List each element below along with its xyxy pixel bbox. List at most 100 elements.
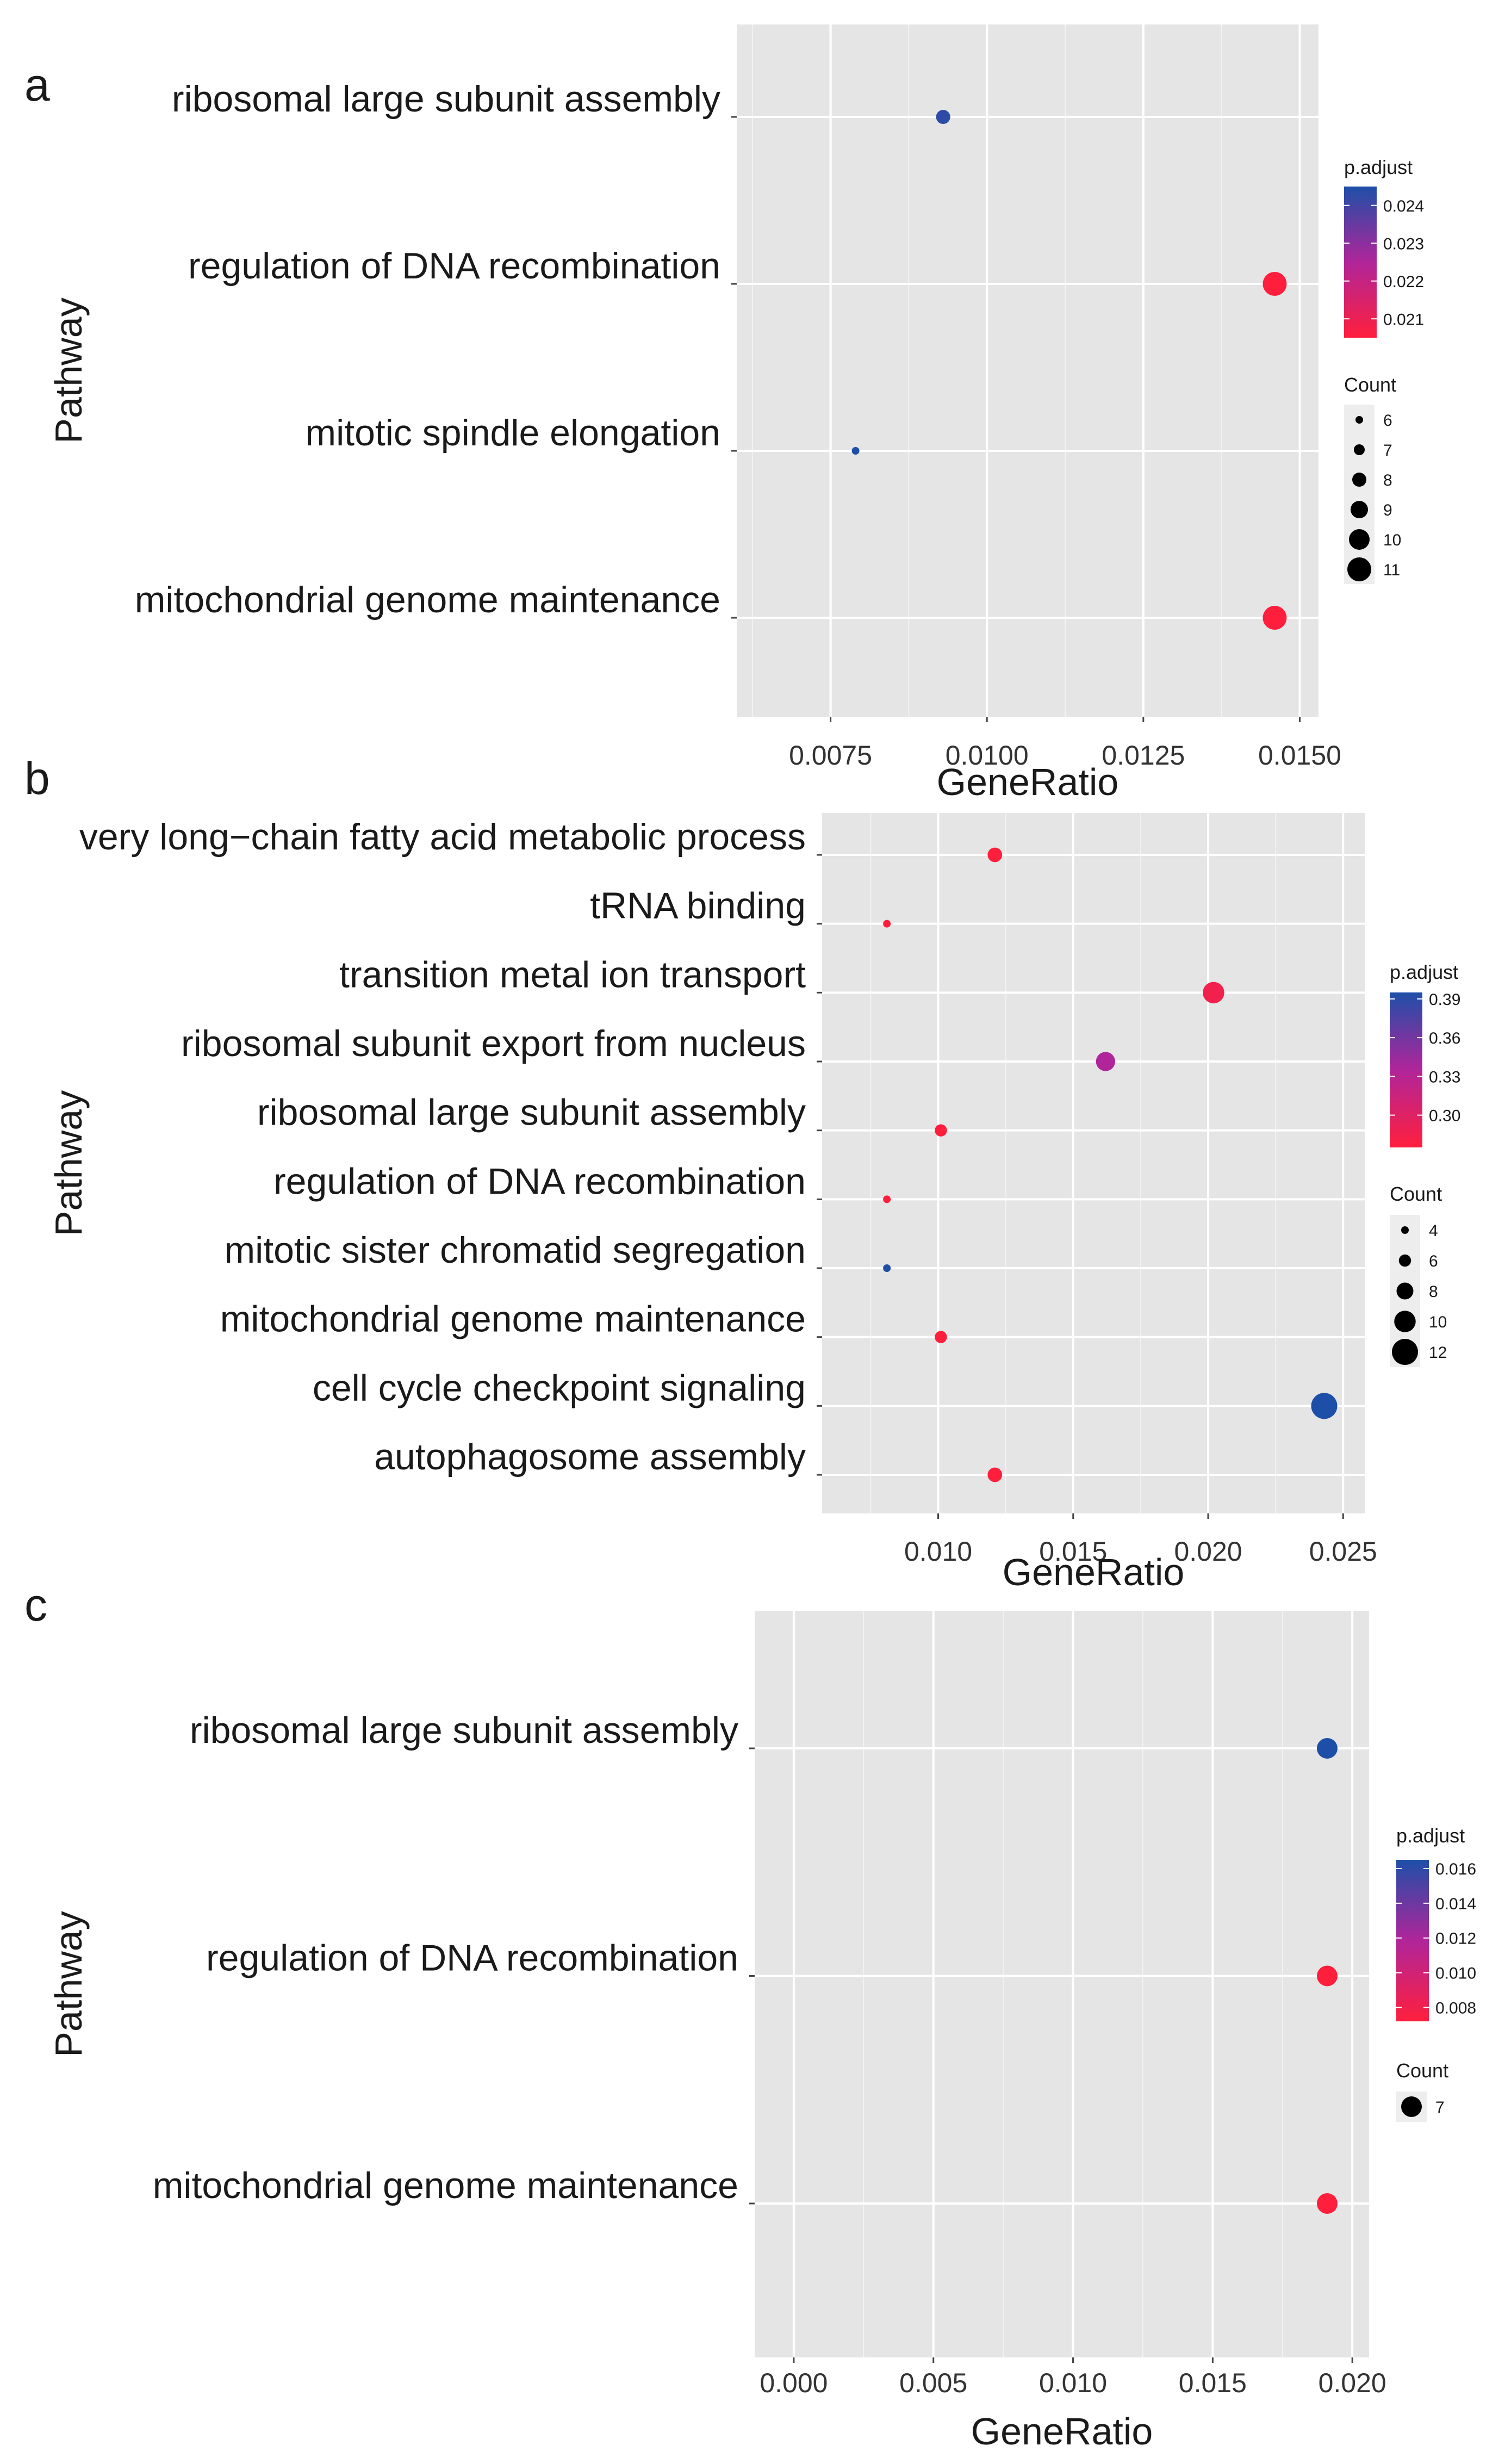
color-legend-label: 0.024 (1383, 197, 1424, 215)
size-legend-dot (1401, 2096, 1422, 2117)
plot-background (755, 1611, 1369, 2357)
panel-c: c 0.000 0.005 0.010 0.015 0.020 ribosomal larg… (24, 1579, 1476, 2453)
pathway-label: transition metal ion transport (339, 954, 806, 995)
x-tick-label: 0.010 (904, 1536, 972, 1567)
data-point (1316, 2193, 1338, 2214)
size-legend-label: 6 (1429, 1252, 1438, 1270)
pathway-label: regulation of DNA recombination (188, 245, 720, 287)
color-legend-label: 0.012 (1435, 1930, 1476, 1948)
data-point (1311, 1393, 1338, 1419)
color-legend-label: 0.008 (1435, 1999, 1476, 2017)
pathway-label: cell cycle checkpoint signaling (313, 1367, 806, 1408)
data-point (1263, 272, 1287, 296)
size-legend-label: 6 (1383, 412, 1392, 430)
color-legend-title: p.adjust (1390, 961, 1458, 983)
x-axis-title: GeneRatio (971, 2410, 1153, 2453)
x-tick-label: 0.020 (1174, 1536, 1242, 1567)
pathway-label: tRNA binding (590, 885, 806, 927)
color-legend-bar (1390, 992, 1422, 1147)
size-legend-label: 9 (1383, 501, 1392, 519)
color-legend-label: 0.33 (1429, 1068, 1460, 1086)
plot-background (737, 24, 1319, 717)
x-tick-label: 0.025 (1309, 1536, 1377, 1567)
panel-letter: a (24, 59, 50, 110)
x-tick-label: 0.0100 (946, 740, 1029, 771)
size-legend-dot (1352, 473, 1366, 487)
size-legend-label: 11 (1383, 561, 1400, 579)
x-tick-label: 0.010 (1039, 2368, 1107, 2398)
pathway-label: ribosomal large subunit assembly (190, 1710, 738, 1751)
x-tick-label: 0.020 (1319, 2368, 1386, 2398)
size-legend-label: 10 (1383, 531, 1401, 549)
data-point (987, 847, 1003, 862)
color-legend-label: 0.36 (1429, 1029, 1460, 1047)
pathway-label: mitochondrial genome maintenance (135, 579, 720, 620)
data-point (883, 1195, 891, 1203)
size-legend-label: 7 (1435, 2099, 1445, 2117)
size-legend-dot (1396, 1282, 1414, 1300)
data-point (935, 1124, 947, 1137)
color-legend-label: 0.016 (1435, 1860, 1476, 1878)
size-legend-dot (1401, 1226, 1409, 1234)
color-legend-label: 0.39 (1429, 991, 1460, 1009)
data-point (987, 1467, 1003, 1482)
x-axis-title: GeneRatio (1003, 1551, 1185, 1593)
data-point (1203, 982, 1224, 1004)
color-legend-label: 0.30 (1429, 1107, 1460, 1125)
pathway-label: regulation of DNA recombination (206, 1938, 738, 1979)
color-legend-bar (1396, 1860, 1429, 2021)
x-tick-label: 0.000 (760, 2368, 828, 2398)
size-legend-title: Count (1390, 1183, 1442, 1205)
color-legend-label: 0.023 (1383, 235, 1424, 253)
size-legend-dot (1349, 529, 1370, 550)
size-legend-label: 8 (1383, 471, 1392, 489)
size-legend-dot (1347, 557, 1371, 581)
panel-b: b 0.010 0.015 0.020 0.025 very long−chain fat… (24, 753, 1460, 1593)
data-point (851, 447, 860, 455)
y-axis-title: Pathway (47, 1090, 90, 1236)
data-point (1316, 1738, 1338, 1759)
panel-letter: c (24, 1579, 47, 1630)
data-point (936, 110, 950, 124)
data-point (935, 1331, 947, 1343)
pathway-label: very long−chain fatty acid metabolic pro… (79, 816, 806, 858)
pathway-label: mitotic sister chromatid segregation (224, 1230, 806, 1271)
color-legend-bar (1344, 187, 1377, 338)
pathway-label: autophagosome assembly (374, 1436, 806, 1478)
data-point (1316, 1965, 1338, 1987)
pathway-label: ribosomal subunit export from nucleus (181, 1023, 806, 1064)
pathway-label: mitochondrial genome maintenance (220, 1299, 806, 1340)
color-legend-label: 0.022 (1383, 273, 1424, 291)
size-legend-dot (1394, 1311, 1416, 1332)
size-legend-dot (1351, 501, 1368, 518)
size-legend-label: 12 (1429, 1344, 1447, 1362)
pathway-label: ribosomal large subunit assembly (257, 1092, 806, 1133)
plot-background (822, 813, 1365, 1513)
x-tick-label: 0.015 (1179, 2368, 1247, 2398)
panel-letter: b (24, 753, 50, 804)
data-point (883, 1264, 891, 1272)
size-legend-label: 10 (1429, 1313, 1447, 1331)
x-tick-label: 0.0075 (789, 740, 872, 771)
color-legend-label: 0.014 (1435, 1895, 1476, 1913)
x-axis-title: GeneRatio (937, 761, 1119, 803)
y-axis-title: Pathway (47, 297, 90, 443)
x-tick-label: 0.015 (1039, 1536, 1107, 1567)
color-legend-label: 0.021 (1383, 311, 1424, 328)
color-legend-label: 0.010 (1435, 1965, 1476, 1983)
panel-a: a 0.0075 0.0100 0.0125 0.0150 ribosomal large… (24, 24, 1424, 803)
size-legend-title: Count (1344, 374, 1396, 396)
x-tick-label: 0.005 (899, 2368, 967, 2398)
size-legend-dot (1354, 444, 1365, 455)
y-axis-title: Pathway (47, 1911, 90, 2057)
x-tick-label: 0.0150 (1258, 740, 1341, 771)
size-legend-dot (1398, 1254, 1411, 1267)
data-point (883, 920, 891, 928)
data-point (1263, 606, 1287, 630)
size-legend-label: 4 (1429, 1222, 1438, 1240)
size-legend-dot (1392, 1339, 1418, 1365)
pathway-label: regulation of DNA recombination (273, 1160, 806, 1202)
data-point (1096, 1052, 1115, 1071)
size-legend-dot (1355, 416, 1363, 424)
